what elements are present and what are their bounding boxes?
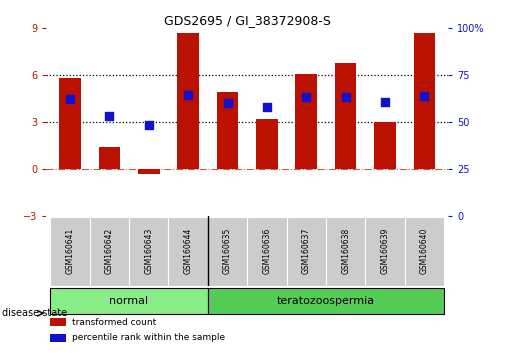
Text: GSM160635: GSM160635 <box>223 228 232 274</box>
Bar <box>326 217 365 286</box>
Text: disease state: disease state <box>2 308 67 318</box>
Bar <box>256 119 278 169</box>
Bar <box>247 217 286 286</box>
Bar <box>365 217 405 286</box>
Bar <box>217 92 238 169</box>
Bar <box>98 147 120 169</box>
Text: GSM160641: GSM160641 <box>65 228 75 274</box>
Bar <box>286 217 326 286</box>
Bar <box>177 33 199 169</box>
Title: GDS2695 / GI_38372908-S: GDS2695 / GI_38372908-S <box>164 14 331 27</box>
Point <box>420 93 428 98</box>
Point <box>184 92 192 98</box>
Text: GSM160640: GSM160640 <box>420 228 429 274</box>
Point <box>341 94 350 100</box>
Text: GSM160637: GSM160637 <box>302 228 311 274</box>
Point <box>66 96 74 102</box>
Point <box>105 113 113 119</box>
Bar <box>50 318 66 326</box>
Bar <box>414 33 435 169</box>
Text: GSM160642: GSM160642 <box>105 228 114 274</box>
Point <box>263 104 271 110</box>
Bar <box>374 122 396 169</box>
Point <box>381 99 389 105</box>
Bar <box>129 217 168 286</box>
Text: GSM160639: GSM160639 <box>381 228 389 274</box>
Text: percentile rank within the sample: percentile rank within the sample <box>72 333 225 342</box>
Bar <box>50 287 208 314</box>
Bar <box>138 169 160 174</box>
Point <box>302 94 311 100</box>
Point <box>145 122 153 128</box>
Bar <box>90 217 129 286</box>
Bar <box>59 78 81 169</box>
Bar <box>168 217 208 286</box>
Bar <box>208 287 444 314</box>
Bar <box>208 217 247 286</box>
Text: transformed count: transformed count <box>72 318 156 326</box>
Bar <box>335 63 356 169</box>
Text: teratozoospermia: teratozoospermia <box>277 296 375 306</box>
Text: GSM160643: GSM160643 <box>144 228 153 274</box>
Bar <box>50 334 66 342</box>
Text: normal: normal <box>110 296 149 306</box>
Point <box>224 101 232 106</box>
Text: GSM160638: GSM160638 <box>341 228 350 274</box>
Bar <box>50 217 90 286</box>
Text: GSM160644: GSM160644 <box>184 228 193 274</box>
Text: GSM160636: GSM160636 <box>262 228 271 274</box>
Bar <box>405 217 444 286</box>
Bar <box>296 74 317 169</box>
